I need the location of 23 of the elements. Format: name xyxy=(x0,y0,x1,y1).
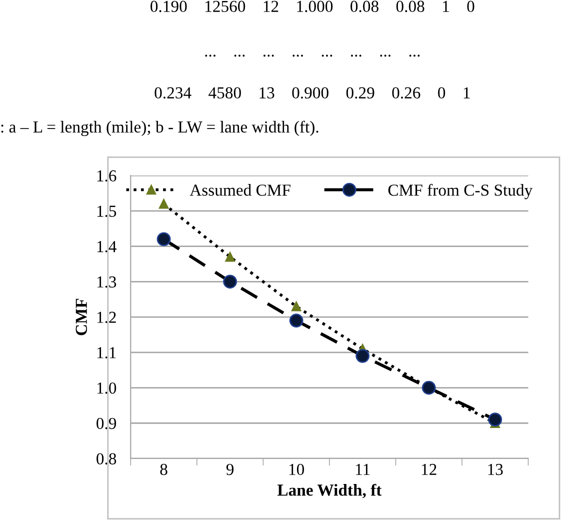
y-tick-label: 0.8 xyxy=(96,453,116,465)
x-tick-label: 13 xyxy=(488,464,503,476)
x-tick-label: 9 xyxy=(226,464,234,476)
y-tick-label: 1.1 xyxy=(97,347,116,358)
y-tick-label: 0.9 xyxy=(96,418,116,430)
legend-label: Assumed CMF xyxy=(190,184,290,196)
text: ... ... ... ... ... ... ... ... xyxy=(205,54,420,57)
x-axis-title: Lane Width, ft xyxy=(277,484,382,498)
x-tick-label: 12 xyxy=(422,464,436,475)
x-tick-label: 11 xyxy=(356,464,370,475)
text: 0.190 12560 12 1.000 0.08 0.08 1 0 xyxy=(150,0,474,12)
legend-label: CMF from C-S Study xyxy=(388,184,533,200)
y-tick-label: 1.2 xyxy=(97,312,116,324)
x-tick-label: 10 xyxy=(289,464,304,476)
y-tick-label: 1.0 xyxy=(97,382,116,394)
y-axis-title: CMF xyxy=(76,298,87,336)
x-tick-label: 8 xyxy=(160,464,168,476)
text: 0.234 4580 13 0.900 0.29 0.26 0 1 xyxy=(154,87,470,99)
y-tick-label: 1.4 xyxy=(97,241,116,252)
y-tick-label: 1.5 xyxy=(97,206,116,217)
y-tick-label: 1.3 xyxy=(97,276,116,288)
text: : a – L = length (mile); b - LW = lane width (ft). xyxy=(1,120,318,136)
y-tick-label: 1.6 xyxy=(97,170,116,182)
